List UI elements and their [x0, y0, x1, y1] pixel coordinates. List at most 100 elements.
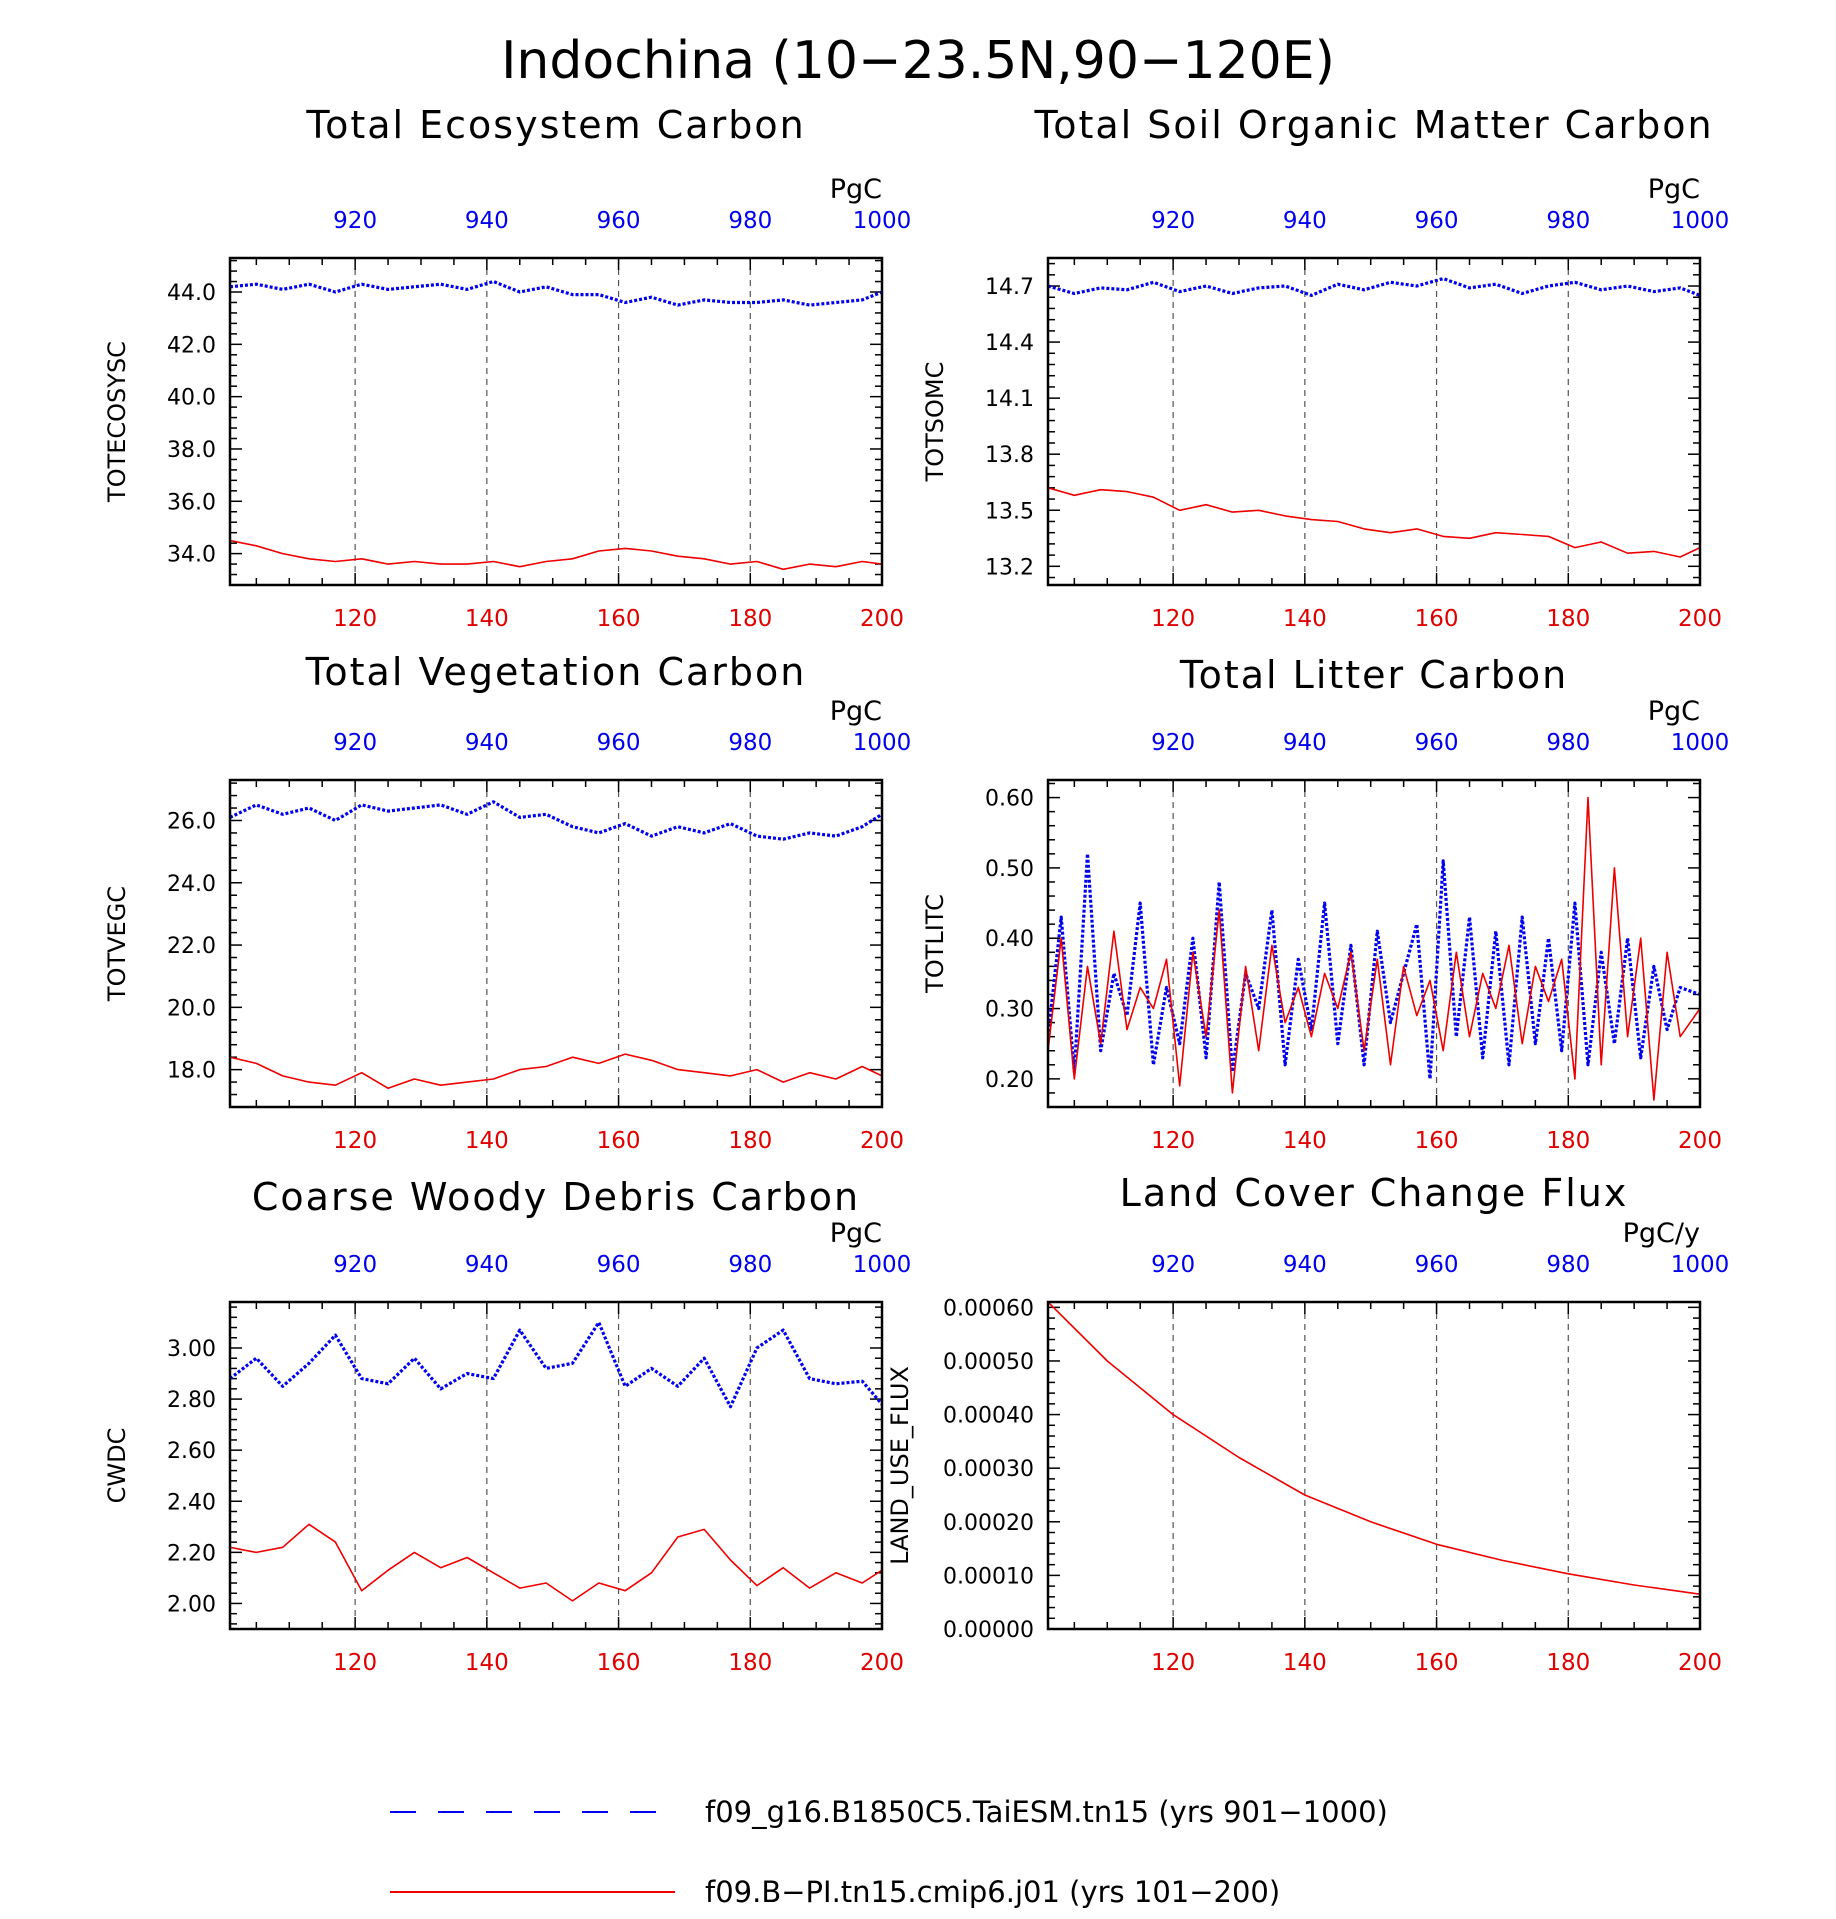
chart-panel-3: Total Vegetation Carbon PgC 120 140 160 180 20…	[103, 650, 911, 1154]
x-tick-label-bottom: 140	[1283, 606, 1327, 632]
x-tick-label-top: 920	[1151, 208, 1195, 234]
plot-frame	[228, 1300, 884, 1631]
panel-title: Coarse Woody Debris Carbon	[252, 1175, 860, 1219]
y-tick-label: 13.2	[985, 555, 1034, 580]
series-line-red	[230, 1523, 882, 1602]
x-tick-label-top: 960	[1415, 730, 1459, 756]
x-tick-label-bottom: 200	[1678, 606, 1722, 632]
y-axis-label: LAND_USE_FLUX	[886, 1366, 914, 1565]
y-tick-label: 0.00020	[943, 1511, 1034, 1536]
legend-label: f09_g16.B1850C5.TaiESM.tn15 (yrs 901−100…	[705, 1795, 1388, 1829]
y-tick-label: 0.00000	[943, 1618, 1034, 1643]
figure-title: Indochina (10−23.5N,90−120E)	[501, 31, 1335, 91]
x-tick-label-bottom: 160	[597, 1650, 641, 1676]
x-tick-label-top: 920	[1151, 730, 1195, 756]
x-tick-label-bottom: 180	[1546, 1128, 1590, 1154]
panel-title: Total Litter Carbon	[1179, 653, 1568, 697]
units-label: PgC/y	[1623, 1218, 1700, 1249]
x-tick-label-top: 980	[1546, 730, 1590, 756]
plot-frame	[1046, 1300, 1702, 1631]
x-tick-label-top: 980	[728, 1252, 772, 1278]
x-tick-label-bottom: 120	[1151, 1650, 1195, 1676]
y-tick-label: 0.00060	[943, 1296, 1034, 1321]
x-tick-label-top: 1000	[853, 208, 912, 234]
x-tick-label-bottom: 200	[860, 1650, 904, 1676]
x-tick-label-top: 980	[1546, 208, 1590, 234]
x-tick-label-bottom: 200	[860, 1128, 904, 1154]
y-tick-label: 40.0	[167, 386, 216, 411]
units-label: PgC	[1648, 174, 1700, 205]
y-tick-label: 34.0	[167, 543, 216, 568]
y-axis-label: TOTECOSYSC	[103, 341, 131, 503]
x-tick-label-bottom: 200	[860, 606, 904, 632]
x-tick-label-top: 960	[1415, 1252, 1459, 1278]
y-tick-label: 14.1	[985, 387, 1034, 412]
x-tick-label-bottom: 120	[1151, 606, 1195, 632]
x-tick-label-bottom: 160	[1415, 1128, 1459, 1154]
x-tick-label-bottom: 200	[1678, 1650, 1722, 1676]
y-axis-label: TOTVEGC	[103, 886, 131, 1002]
y-tick-label: 0.00040	[943, 1404, 1034, 1429]
y-tick-label: 0.60	[985, 787, 1034, 812]
legend-label: f09.B−PI.tn15.cmip6.j01 (yrs 101−200)	[705, 1875, 1280, 1909]
y-tick-label: 38.0	[167, 438, 216, 463]
x-tick-label-top: 940	[1283, 1252, 1327, 1278]
y-tick-label: 18.0	[167, 1059, 216, 1084]
x-tick-label-top: 940	[465, 730, 509, 756]
y-tick-label: 14.4	[985, 331, 1034, 356]
x-tick-label-bottom: 140	[465, 606, 509, 632]
x-tick-label-top: 960	[1415, 208, 1459, 234]
x-tick-label-top: 1000	[1671, 1252, 1730, 1278]
units-label: PgC	[1648, 696, 1700, 727]
x-tick-label-top: 1000	[853, 1252, 912, 1278]
y-tick-label: 0.40	[985, 927, 1034, 952]
y-tick-label: 0.00030	[943, 1457, 1034, 1482]
x-tick-label-top: 940	[1283, 208, 1327, 234]
y-tick-label: 36.0	[167, 490, 216, 515]
y-tick-label: 22.0	[167, 934, 216, 959]
units-label: PgC	[830, 174, 882, 205]
x-tick-label-top: 920	[1151, 1252, 1195, 1278]
x-tick-label-bottom: 180	[1546, 1650, 1590, 1676]
panels: Total Ecosystem Carbon PgC 120 140 160 180 200…	[103, 103, 1729, 1676]
x-tick-label-bottom: 120	[333, 1650, 377, 1676]
x-tick-label-top: 960	[597, 730, 641, 756]
x-tick-label-bottom: 140	[465, 1650, 509, 1676]
chart-panel-4: Total Litter Carbon PgC 120 140 160 180 200 920…	[921, 653, 1729, 1154]
series-line-blue	[230, 1320, 882, 1409]
y-tick-label: 13.5	[985, 499, 1034, 524]
x-tick-label-top: 980	[728, 208, 772, 234]
series-line-red	[230, 539, 882, 571]
y-tick-label: 0.30	[985, 998, 1034, 1023]
panel-title: Total Soil Organic Matter Carbon	[1033, 103, 1713, 147]
series-line-red	[1048, 796, 1700, 1101]
x-tick-label-top: 1000	[1671, 208, 1730, 234]
panel-title: Total Ecosystem Carbon	[305, 103, 805, 147]
x-tick-label-bottom: 120	[333, 606, 377, 632]
x-tick-label-top: 1000	[853, 730, 912, 756]
x-tick-label-bottom: 180	[1546, 606, 1590, 632]
chart-panel-2: Total Soil Organic Matter Carbon PgC 120 14…	[921, 103, 1729, 632]
x-tick-label-bottom: 140	[465, 1128, 509, 1154]
x-tick-label-bottom: 160	[597, 606, 641, 632]
x-tick-label-top: 960	[597, 1252, 641, 1278]
x-tick-label-bottom: 180	[728, 1128, 772, 1154]
series-line-blue	[230, 279, 882, 307]
y-axis-label: TOTSOMC	[921, 362, 949, 483]
x-tick-label-top: 920	[333, 208, 377, 234]
series-line-blue	[1048, 852, 1700, 1081]
series-line-red	[1048, 1302, 1700, 1595]
y-tick-label: 20.0	[167, 996, 216, 1021]
x-tick-label-bottom: 180	[728, 1650, 772, 1676]
y-axis-label: CWDC	[103, 1428, 131, 1504]
y-tick-label: 0.00010	[943, 1564, 1034, 1589]
y-axis-label: TOTLITC	[921, 894, 949, 994]
plot-frame	[1046, 778, 1702, 1109]
series-line-red	[230, 1053, 882, 1090]
x-tick-label-bottom: 160	[1415, 1650, 1459, 1676]
x-tick-label-bottom: 140	[1283, 1650, 1327, 1676]
series-line-blue	[1048, 277, 1700, 297]
